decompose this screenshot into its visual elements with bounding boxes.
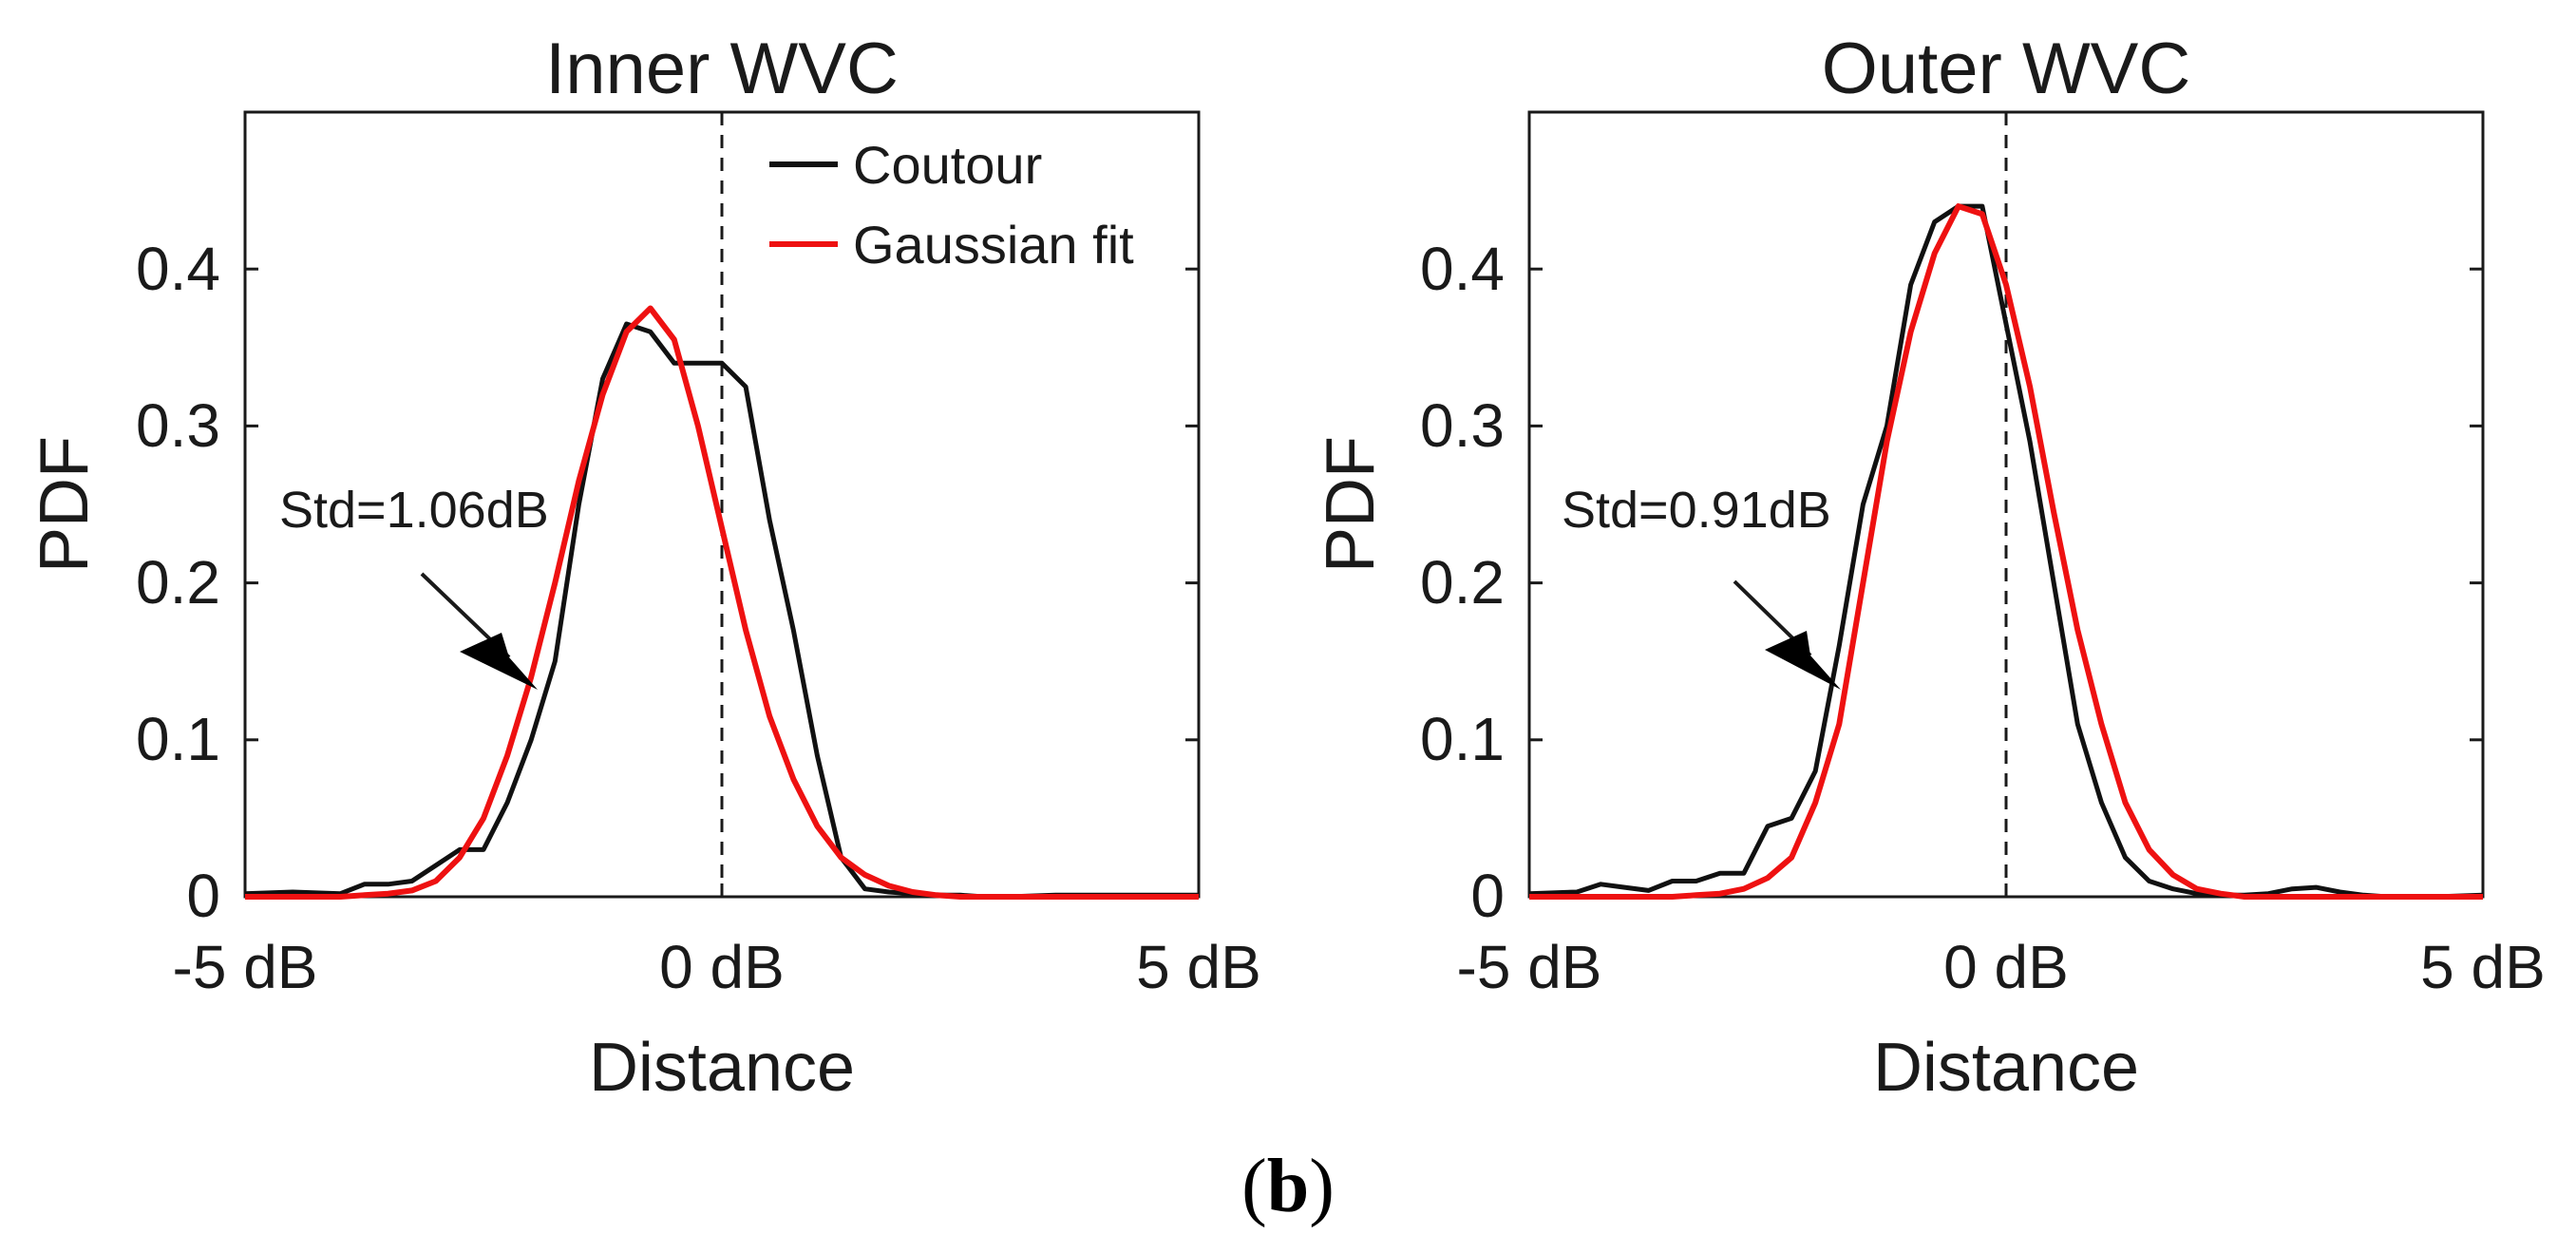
x-tick-label: -5 dB — [1457, 933, 1602, 1001]
annotation-arrow-head — [460, 633, 538, 690]
legend: Coutour Gaussian fit — [769, 135, 1134, 275]
legend-label: Coutour — [853, 135, 1042, 195]
series-group — [244, 305, 1199, 900]
std-annotation: Std=0.91dB — [1562, 482, 1831, 539]
x-tick-label: 0 dB — [1943, 933, 2069, 1001]
y-tick-label: 0.2 — [136, 548, 220, 617]
x-tick-label: 0 dB — [659, 933, 785, 1001]
annotation-arrow-head — [1765, 631, 1841, 690]
legend-label: Gaussian fit — [853, 215, 1134, 275]
y-axis-label: PDF — [27, 436, 103, 573]
caption-close: ) — [1309, 1145, 1335, 1228]
figure-caption: (b) — [1241, 1145, 1335, 1228]
series-line-gaussian-fit — [245, 305, 1199, 900]
x-axis-label: Distance — [589, 1030, 855, 1106]
x-tick-label: 5 dB — [1136, 933, 1261, 1001]
chart-outer-wvc: Outer WVC 0 0.1 0.2 0.3 0.4 -5 dB 0 dB 5… — [1313, 28, 2546, 1106]
chart-title: Inner WVC — [545, 28, 899, 109]
y-tick-label: 0.4 — [136, 235, 220, 303]
series-group — [1528, 203, 2484, 900]
x-tick-label: 5 dB — [2420, 933, 2546, 1001]
y-axis-label: PDF — [1313, 436, 1389, 573]
y-tick-label: 0.4 — [1420, 235, 1505, 303]
y-tick-label: 0.3 — [136, 391, 220, 460]
x-axis-label: Distance — [1873, 1030, 2139, 1106]
caption-letter: b — [1267, 1145, 1310, 1228]
chart-title: Outer WVC — [1822, 28, 2191, 109]
y-tick-label: 0.3 — [1420, 391, 1505, 460]
caption-open: ( — [1241, 1145, 1267, 1228]
chart-inner-wvc: Inner WVC 0 0.1 0.2 0.3 0.4 -5 dB 0 dB 5… — [27, 28, 1261, 1106]
series-line-coutour — [1528, 203, 2484, 900]
y-tick-label: 0 — [1470, 862, 1505, 930]
y-tick-label: 0 — [186, 862, 220, 930]
y-tick-label: 0.1 — [1420, 705, 1505, 773]
x-tick-label: -5 dB — [173, 933, 318, 1001]
std-annotation: Std=1.06dB — [279, 482, 549, 539]
series-line-gaussian-fit — [1529, 203, 2483, 900]
y-tick-label: 0.1 — [136, 705, 220, 773]
y-tick-label: 0.2 — [1420, 548, 1505, 617]
